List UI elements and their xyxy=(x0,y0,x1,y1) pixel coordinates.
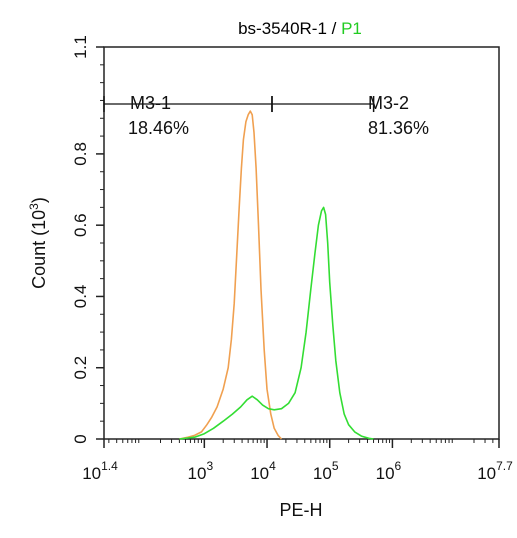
y-axis-label-close: ) xyxy=(29,197,49,203)
gate-percent: 18.46% xyxy=(128,118,189,138)
y-tick-label: 0.8 xyxy=(71,142,90,166)
x-axis-label: PE-H xyxy=(279,500,322,520)
y-axis-label: Count (103) xyxy=(27,197,49,289)
series-line-2 xyxy=(179,206,374,440)
chart-title-gate: P1 xyxy=(341,19,362,38)
x-tick-label: 106 xyxy=(376,459,402,483)
y-tick-label: 0.6 xyxy=(71,213,90,237)
y-tick-label: 0.4 xyxy=(71,285,90,309)
y-tick-label: 0 xyxy=(71,434,90,443)
gate-name: M3-2 xyxy=(368,93,409,113)
x-tick-label: 104 xyxy=(250,459,276,483)
chart-title: bs-3540R-1 / P1 xyxy=(238,19,362,38)
gate-name: M3-1 xyxy=(130,93,171,113)
series-layer xyxy=(179,110,374,440)
y-tick-label: 0.2 xyxy=(71,356,90,380)
series-line-1 xyxy=(179,110,283,440)
chart-title-sample: bs-3540R-1 / xyxy=(238,19,341,38)
y-axis-label-exp: 3 xyxy=(27,203,41,210)
y-tick-label: 1.1 xyxy=(71,35,90,59)
axis-ticks xyxy=(96,46,500,448)
x-tick-label: 105 xyxy=(313,459,339,483)
y-tick-labels: 0 0.2 0.4 0.6 0.8 1.1 xyxy=(71,35,90,444)
gate-layer: M3-1 18.46% M3-2 81.36% xyxy=(103,93,429,138)
x-tick-label: 103 xyxy=(188,459,214,483)
gate-percent: 81.36% xyxy=(368,118,429,138)
x-tick-label: 107.7 xyxy=(477,459,513,483)
x-tick-label: 101.4 xyxy=(82,459,118,483)
x-tick-labels: 101.4 103 104 105 106 107.7 xyxy=(82,459,513,483)
y-axis-label-main: Count (10 xyxy=(29,210,49,289)
